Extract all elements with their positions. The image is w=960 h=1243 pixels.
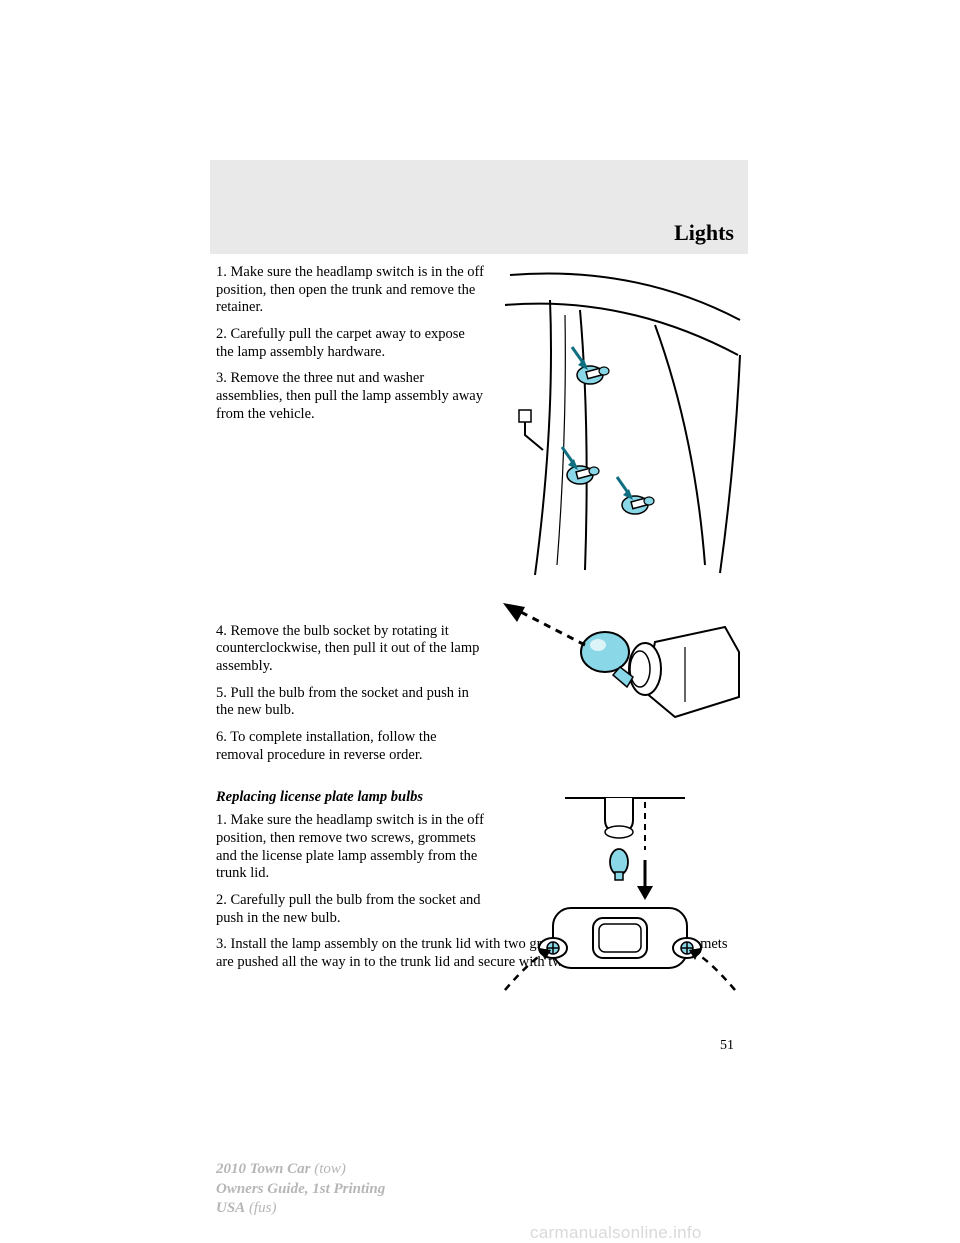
figure-tail-lamp-assembly	[495, 265, 743, 579]
footer-line2: Owners Guide, 1st Printing	[216, 1180, 385, 1200]
section-title: Lights	[674, 220, 734, 246]
figure-bulb-socket	[495, 597, 743, 737]
footer: 2010 Town Car (tow) Owners Guide, 1st Pr…	[216, 1160, 385, 1219]
footer-code2: (fus)	[245, 1200, 276, 1216]
spacer	[216, 773, 740, 783]
step-c1: 1. Make sure the headlamp switch is in t…	[216, 812, 486, 883]
step-c2: 2. Carefully pull the bulb from the sock…	[216, 892, 486, 927]
page-number: 51	[720, 1038, 734, 1054]
header-band: Lights	[210, 160, 748, 254]
footer-code1: (tow)	[310, 1161, 345, 1177]
step-a1: 1. Make sure the headlamp switch is in t…	[216, 264, 486, 317]
footer-model: 2010 Town Car	[216, 1161, 310, 1177]
step-b3: 6. To complete installation, follow the …	[216, 729, 486, 764]
step-a2: 2. Carefully pull the carpet away to exp…	[216, 326, 486, 361]
step-b2: 5. Pull the bulb from the socket and pus…	[216, 685, 486, 720]
footer-line1: 2010 Town Car (tow)	[216, 1160, 385, 1180]
steps-group-a: 1. Make sure the headlamp switch is in t…	[216, 264, 486, 424]
steps-group-b: 4. Remove the bulb socket by rotating it…	[216, 623, 486, 765]
steps-group-c: 1. Make sure the headlamp switch is in t…	[216, 812, 486, 927]
footer-region: USA	[216, 1200, 245, 1216]
step-b1: 4. Remove the bulb socket by rotating it…	[216, 623, 486, 676]
watermark: carmanualsonline.info	[530, 1223, 702, 1243]
page: Lights 1. Make sure the headlamp switch …	[0, 0, 960, 1242]
footer-line3: USA (fus)	[216, 1199, 385, 1219]
figure-license-plate-lamp	[495, 790, 743, 1000]
step-a3: 3. Remove the three nut and washer assem…	[216, 370, 486, 423]
